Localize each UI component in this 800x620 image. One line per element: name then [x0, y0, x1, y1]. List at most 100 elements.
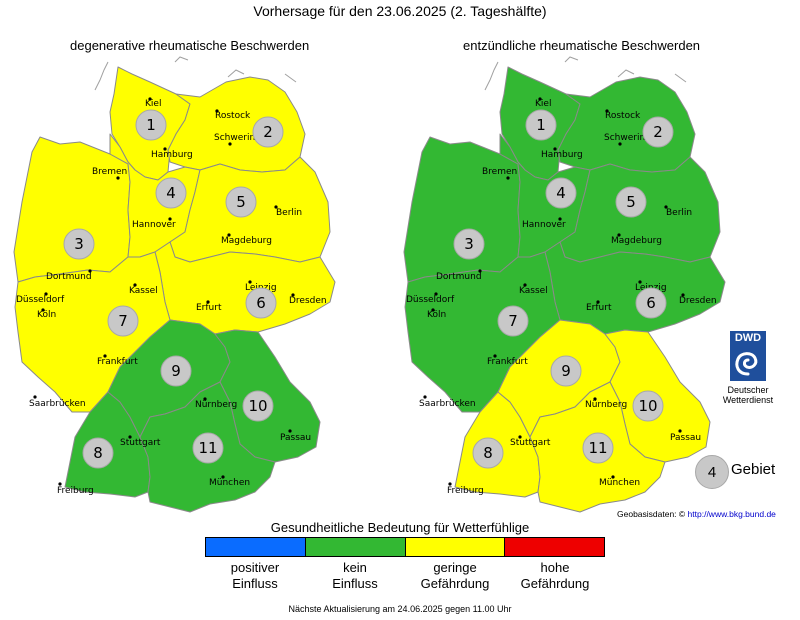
city-label: Schwerin [214, 133, 255, 143]
city-label: Bremen [482, 167, 517, 177]
city-label: Rostock [215, 111, 251, 121]
city-dot [431, 308, 435, 312]
region-number-circle [225, 186, 257, 218]
region-number-label: 9 [561, 362, 571, 380]
city-label: Kiel [145, 99, 161, 109]
region-number-label: 1 [536, 116, 546, 134]
region-number-label: 7 [118, 312, 128, 330]
region-3[interactable] [13, 136, 131, 283]
area-legend-circle: 4 [695, 455, 729, 489]
map-inflammatory: Kiel Rostock Hamburg Schwerin Bremen Berlin Ha… [403, 56, 726, 513]
city-dot [664, 205, 668, 209]
region-number-label: 4 [556, 184, 566, 202]
legend-swatch-high [505, 538, 604, 556]
region-number-circle [160, 355, 192, 387]
city-label: München [209, 478, 250, 488]
city-dot [221, 475, 225, 479]
region-number-label: 4 [166, 184, 176, 202]
city-dot [41, 308, 45, 312]
city-dot [128, 435, 132, 439]
city-label: München [599, 478, 640, 488]
city-label: Stuttgart [510, 438, 551, 448]
legend-label-high: hohe Gefährdung [520, 560, 590, 591]
city-label: Frankfurt [97, 357, 138, 367]
city-label: Dresden [679, 296, 717, 306]
dwd-caption: Deutscher Wetterdienst [712, 385, 784, 405]
city-dot [538, 97, 542, 101]
region-number-circle [550, 355, 582, 387]
source-link[interactable]: http://www.bkg.bund.de [687, 509, 776, 519]
region-number-circle [632, 390, 664, 422]
dwd-caption-line1: Deutscher [727, 385, 769, 395]
region-number-label: 5 [236, 193, 246, 211]
city-label: Köln [37, 310, 56, 320]
city-dot [103, 354, 107, 358]
city-dot [448, 482, 452, 486]
city-dot [227, 233, 231, 237]
city-dot [478, 269, 482, 273]
coastline-island-3 [227, 69, 245, 78]
coastline-island-4 [674, 73, 687, 83]
legend-bar [205, 537, 605, 557]
coastline-island-3 [617, 69, 635, 78]
coastline-island-2 [174, 56, 189, 63]
city-label: Hannover [522, 220, 566, 230]
city-dot [596, 300, 600, 304]
city-label: Hamburg [541, 150, 583, 160]
city-dot [553, 147, 557, 151]
city-label: Dortmund [46, 272, 92, 282]
page-title: Vorhersage für den 23.06.2025 (2. Tagesh… [253, 3, 547, 19]
region-number-circle [582, 432, 614, 464]
city-dot [206, 300, 210, 304]
city-dot [593, 397, 597, 401]
city-label: Kassel [519, 286, 548, 296]
legend-swatch-none [305, 538, 406, 556]
dwd-logo: DWD [730, 331, 766, 381]
city-dot [678, 429, 682, 433]
region-number-circle [107, 305, 139, 337]
region-number-label: 6 [256, 294, 266, 312]
city-dot [288, 429, 292, 433]
region-number-label: 3 [464, 235, 474, 253]
city-label: Köln [427, 310, 446, 320]
city-dot [506, 176, 510, 180]
region-number-circle [135, 109, 167, 141]
source-label: Geobasisdaten: © [617, 509, 686, 519]
city-label: Nürnberg [195, 400, 237, 410]
city-label: Kiel [535, 99, 551, 109]
region-number-circle [642, 116, 674, 148]
city-label: Dresden [289, 296, 327, 306]
region-number-label: 2 [653, 123, 663, 141]
city-dot [33, 395, 37, 399]
footer-update-note: Nächste Aktualisierung am 24.06.2025 geg… [288, 604, 512, 614]
city-label: Düsseldorf [16, 295, 65, 305]
city-dot [116, 176, 120, 180]
region-number-circle [615, 186, 647, 218]
city-label: Berlin [666, 208, 692, 218]
source-note: Geobasisdaten: © http://www.bkg.bund.de [617, 509, 776, 519]
region-number-circle [242, 390, 274, 422]
city-dot [148, 97, 152, 101]
region-number-circle [82, 437, 114, 469]
city-dot [291, 293, 295, 297]
city-dot [558, 217, 562, 221]
city-label: Hamburg [151, 150, 193, 160]
region-3[interactable] [403, 136, 521, 283]
region-number-label: 1 [146, 116, 156, 134]
region-number-circle [155, 177, 187, 209]
city-label: Passau [670, 433, 701, 443]
left-map-subtitle: degenerative rheumatische Beschwerden [70, 38, 310, 53]
region-number-label: 10 [638, 397, 657, 415]
city-dot [493, 354, 497, 358]
city-label: Frankfurt [487, 357, 528, 367]
city-label: Freiburg [57, 486, 94, 496]
region-number-label: 9 [171, 362, 181, 380]
city-dot [215, 109, 219, 113]
city-label: Berlin [276, 208, 302, 218]
coastline-island-4 [284, 73, 297, 83]
city-dot [523, 283, 527, 287]
city-label: Bremen [92, 167, 127, 177]
city-dot [423, 395, 427, 399]
legend-swatch-low [405, 538, 506, 556]
city-dot [518, 435, 522, 439]
